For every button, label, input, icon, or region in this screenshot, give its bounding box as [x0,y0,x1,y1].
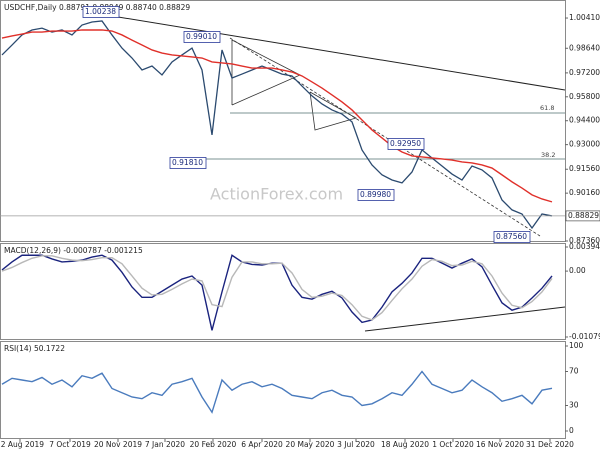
annotation: 1.00238 [85,7,116,16]
y-tick-label: 0.90160 [569,188,600,197]
y-tick-label: 30 [569,401,579,410]
annotation: 0.87560 [496,232,527,241]
y-tick-label: 0.00 [569,266,586,275]
series-line [1,29,553,203]
y-tick-label: 0.94400 [569,116,600,125]
y-tick-label: 0.93000 [569,140,600,149]
pane-title: RSI(14) 50.1722 [4,344,65,353]
annotation-box [82,6,120,18]
x-tick-label: 20 May 2020 [286,440,335,449]
macd-trend-line [364,306,566,332]
y-tick-label: 0.91560 [569,164,600,173]
y-tick-label: 0.87360 [569,236,600,245]
annotation-box [169,157,207,169]
y-tick-label: 0.95800 [569,92,600,101]
y-tick-label: 0.98640 [569,43,600,52]
x-tick-label: 16 Nov 2020 [476,440,524,449]
y-tick-label: 0.003949 [569,242,600,251]
annotation: 0.91810 [172,158,203,167]
x-tick-label: 3 Jul 2020 [337,440,375,449]
y-tick-label: 0 [569,426,574,435]
watermark: ActionForex.com [210,185,343,204]
annotation-box [387,138,425,150]
annotation: 61.8 [540,104,554,112]
pane-title: MACD(12,26,9) -0.000787 -0.001215 [4,246,143,255]
series-line [1,255,553,321]
y-tick-label: 100 [569,341,584,350]
annotation-box [357,189,395,201]
last-price-box [565,210,600,222]
series-line [1,370,553,414]
last-price-label: 0.88829 [568,211,599,220]
x-tick-label: 22 Aug 2019 [0,440,44,449]
annotation: 0.92950 [390,139,421,148]
y-tick-label: 1.00410 [569,13,600,22]
annotation: 0.89980 [360,190,391,199]
macd-pane [0,243,566,340]
annotation-box [183,31,221,43]
annotation: 0.99010 [186,32,217,41]
annotation-box [493,231,531,243]
y-tick-label: 70 [569,367,579,376]
x-tick-label: 20 Nov 2019 [94,440,142,449]
x-tick-label: 18 Aug 2020 [381,440,429,449]
x-tick-label: 20 Feb 2020 [190,440,237,449]
x-tick-label: 7 Oct 2019 [49,440,91,449]
trend-line [99,13,566,91]
x-tick-label: 7 Jan 2020 [145,440,185,449]
series-line [1,20,553,230]
y-tick-label: 0.97200 [569,68,600,77]
triangle [309,91,358,131]
annotation: 38.2 [541,151,555,159]
x-tick-label: 1 Oct 2020 [432,440,474,449]
y-tick-label: -0.010793 [569,332,600,341]
x-tick-label: 6 Apr 2020 [241,440,283,449]
rsi-pane [0,341,566,439]
trend-line [229,37,541,237]
x-tick-label: 31 Dec 2020 [526,440,574,449]
